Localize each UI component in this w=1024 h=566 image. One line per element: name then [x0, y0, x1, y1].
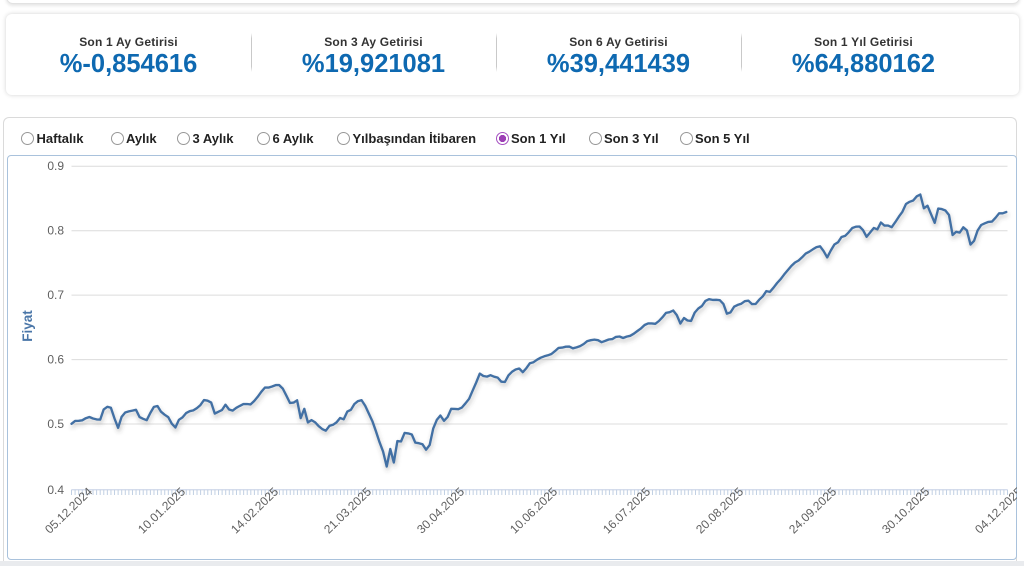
- svg-text:24.09.2025: 24.09.2025: [786, 484, 839, 536]
- svg-text:0.6: 0.6: [47, 352, 64, 366]
- svg-text:20.08.2025: 20.08.2025: [693, 484, 746, 536]
- svg-text:0.8: 0.8: [47, 223, 64, 237]
- svg-text:0.7: 0.7: [47, 288, 64, 302]
- svg-text:Fiyat: Fiyat: [20, 309, 35, 341]
- svg-text:0.4: 0.4: [47, 482, 64, 496]
- svg-text:16.07.2025: 16.07.2025: [600, 484, 653, 536]
- svg-text:0.9: 0.9: [47, 159, 64, 173]
- svg-text:30.10.2025: 30.10.2025: [879, 484, 932, 536]
- svg-text:0.5: 0.5: [47, 417, 64, 431]
